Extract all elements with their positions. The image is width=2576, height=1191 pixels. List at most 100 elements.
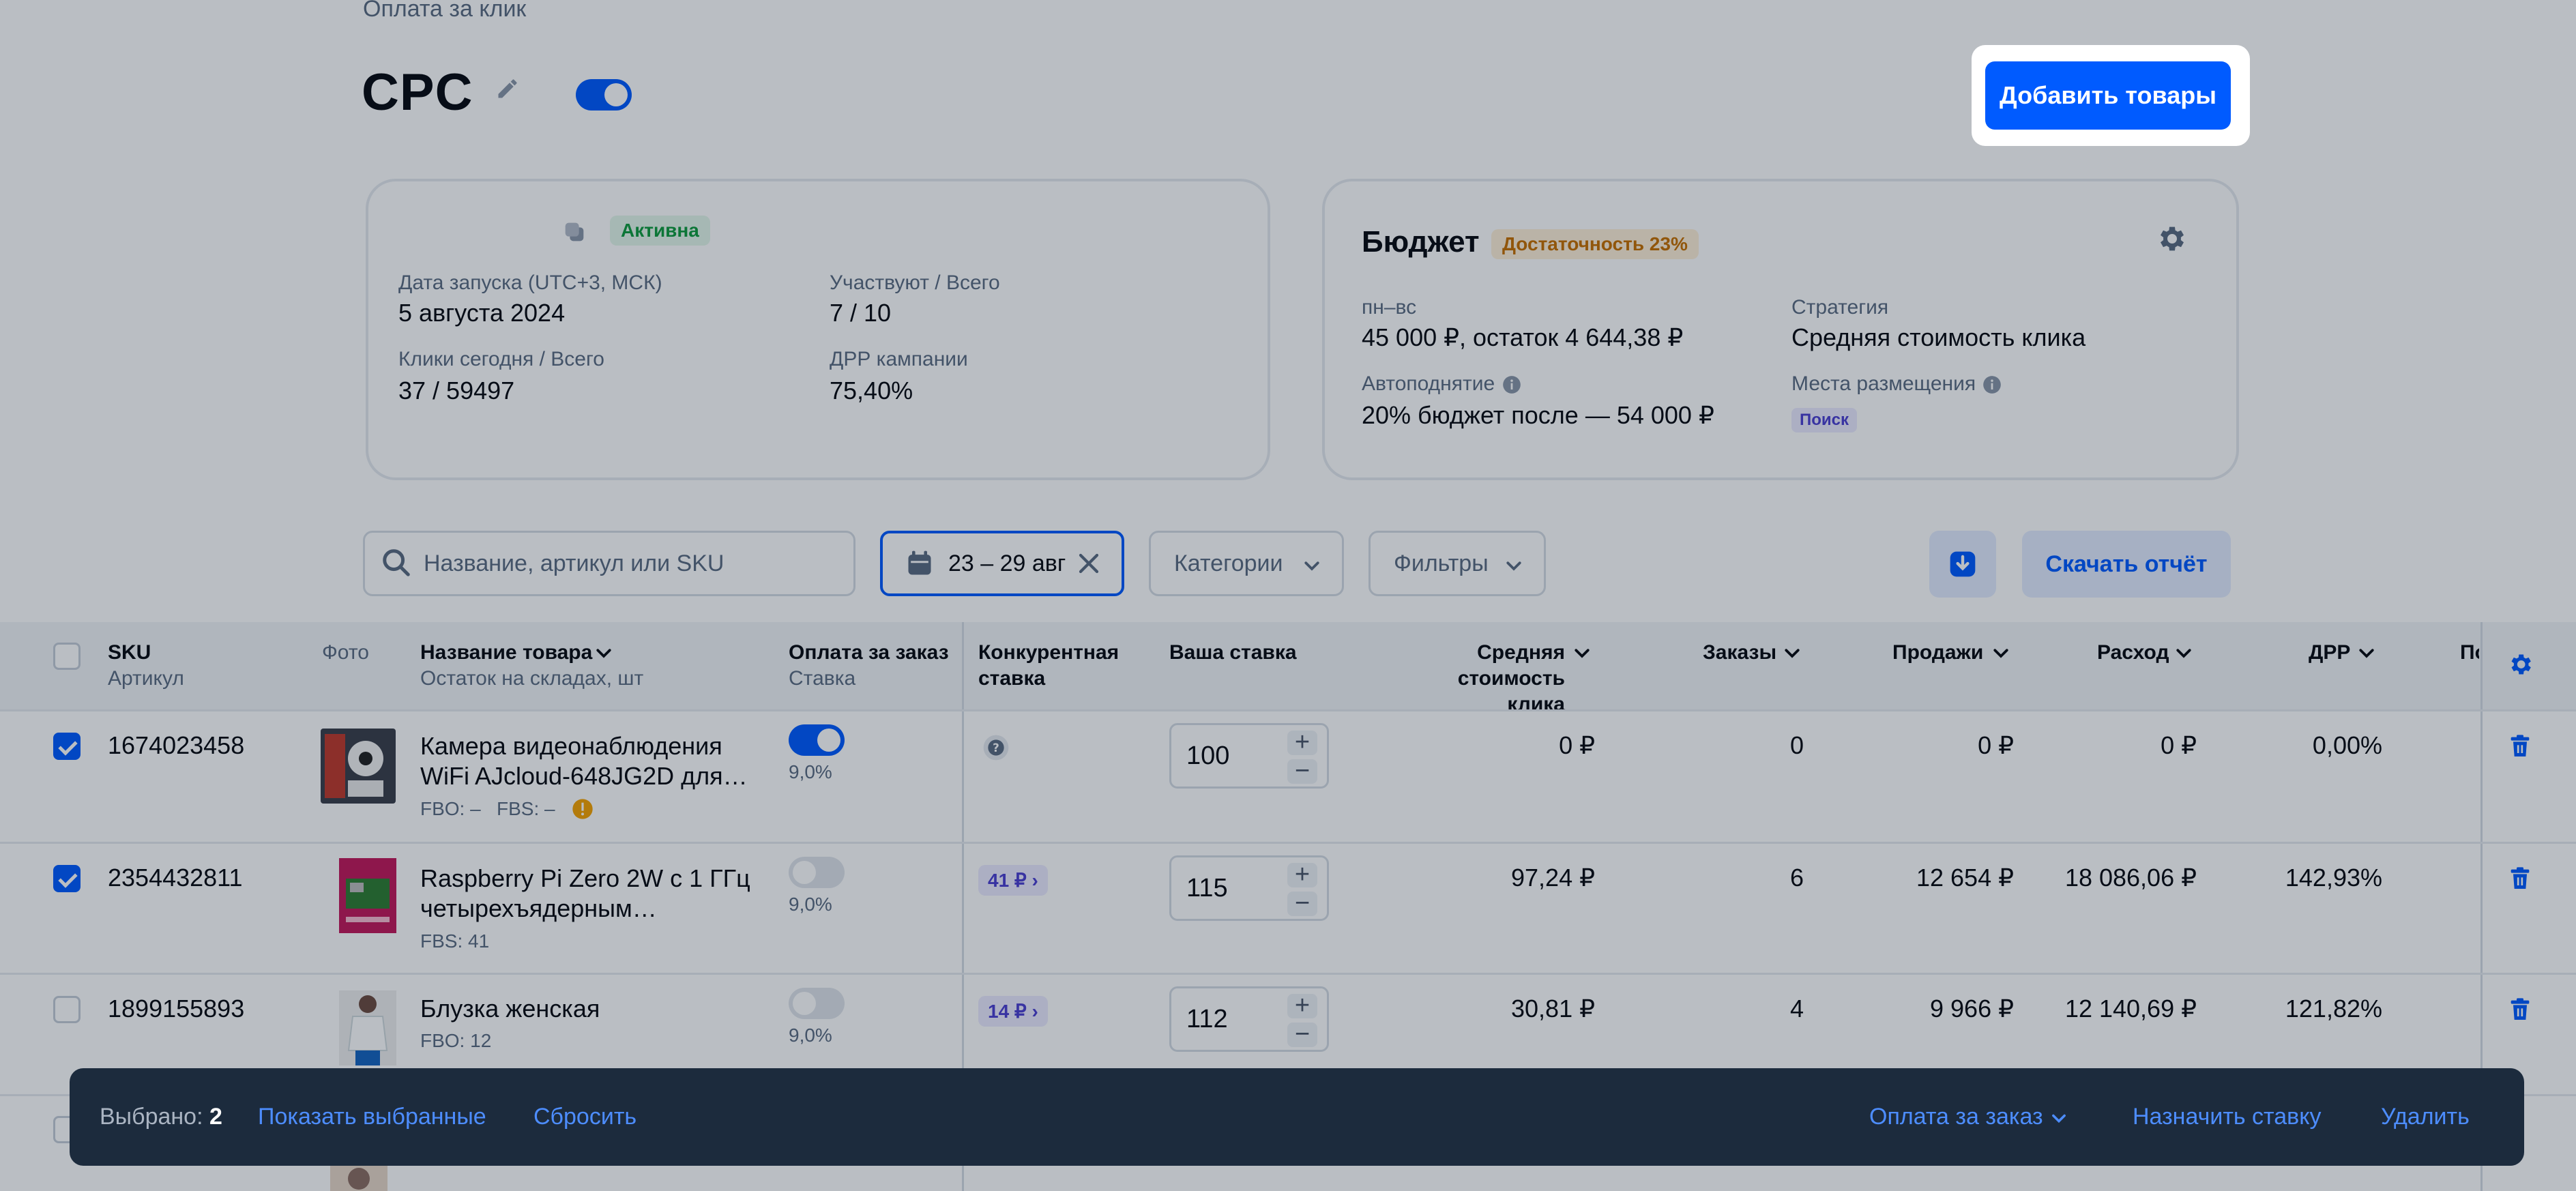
bid-stepper[interactable]: 100 + − xyxy=(1169,723,1329,789)
header-name[interactable]: Название товара xyxy=(420,641,593,664)
product-photo[interactable] xyxy=(330,858,405,933)
product-photo[interactable] xyxy=(330,990,405,1065)
header-your-bid: Ваша ставка xyxy=(1169,641,1297,664)
select-all-checkbox[interactable] xyxy=(53,643,80,670)
gear-icon[interactable] xyxy=(2154,222,2187,255)
header-orders[interactable]: Заказы xyxy=(1703,641,1777,664)
bid-plus-button[interactable]: + xyxy=(1287,992,1317,1018)
budget-card xyxy=(1322,179,2239,480)
row-rate: 9,0% xyxy=(789,1025,832,1046)
close-icon[interactable] xyxy=(1077,551,1101,576)
row-checkbox[interactable] xyxy=(53,733,80,760)
bid-minus-button[interactable]: − xyxy=(1287,890,1317,916)
header-sales[interactable]: Продажи xyxy=(1892,641,1984,664)
edit-pencil-icon[interactable] xyxy=(495,76,520,101)
download-report-button[interactable]: Скачать отчёт xyxy=(2022,531,2231,598)
table-settings-gear-icon[interactable] xyxy=(2506,651,2534,678)
status-badge: Активна xyxy=(610,216,710,246)
header-competitive-bid: Конкурентная xyxy=(978,641,1119,664)
header-sku[interactable]: SKU xyxy=(108,641,151,664)
row-sku[interactable]: 1674023458 xyxy=(108,731,245,759)
bid-stepper[interactable]: 112 + − xyxy=(1169,986,1329,1052)
pay-per-order-menu-label[interactable]: Оплата за заказ xyxy=(1869,1104,2043,1130)
competitive-bid-chip[interactable]: 14 ₽ › xyxy=(978,996,1048,1027)
product-photo[interactable] xyxy=(321,729,396,804)
bid-plus-button[interactable]: + xyxy=(1287,729,1317,755)
header-expense[interactable]: Расход xyxy=(2097,641,2169,664)
warning-icon[interactable] xyxy=(572,798,594,820)
bulk-actions-bar xyxy=(70,1068,2524,1166)
campaign-toggle[interactable] xyxy=(576,79,632,111)
header-avg-cpc[interactable]: Средняя стоимость xyxy=(1457,641,1565,690)
svg-text:?: ? xyxy=(993,741,999,754)
bid-minus-button[interactable]: − xyxy=(1287,1021,1317,1047)
trash-icon[interactable] xyxy=(2506,865,2534,892)
bid-minus-button[interactable]: − xyxy=(1287,758,1317,784)
categories-dropdown[interactable]: Категории xyxy=(1149,531,1344,596)
chevron-down-icon xyxy=(2052,1114,2066,1123)
row-drr: 0,00% xyxy=(2312,731,2382,759)
product-name-line1[interactable]: Камера видеонаблюдения xyxy=(420,732,722,760)
product-stock: FBO: 12 xyxy=(420,1030,492,1051)
info-icon[interactable] xyxy=(1982,375,2002,394)
chevron-down-icon[interactable] xyxy=(1991,643,2011,663)
info-icon[interactable] xyxy=(1502,375,1521,394)
help-icon[interactable]: ? xyxy=(982,734,1010,761)
copy-icon[interactable] xyxy=(561,218,588,246)
product-stock: FBO: – FBS: – xyxy=(420,798,555,819)
chevron-down-icon[interactable] xyxy=(1572,643,1592,663)
row-rate: 9,0% xyxy=(789,761,832,782)
pay-per-order-toggle[interactable] xyxy=(789,988,845,1019)
competitive-bid-value[interactable]: 41 ₽ xyxy=(988,870,1027,891)
add-products-button-highlighted[interactable]: Добавить товары xyxy=(1985,61,2231,130)
search-input[interactable]: Название, артикул или SKU xyxy=(363,531,855,596)
assign-bid-link[interactable]: Назначить ставку xyxy=(2133,1104,2322,1130)
row-sku[interactable]: 1899155893 xyxy=(108,995,245,1023)
product-name[interactable]: Raspberry Pi Zero 2W с 1 ГГц четырехъяде… xyxy=(420,864,750,924)
breadcrumb[interactable]: Оплата за клик xyxy=(363,0,527,22)
show-selected-link[interactable]: Показать выбранные xyxy=(258,1104,486,1130)
chevron-down-icon[interactable] xyxy=(594,643,614,663)
product-name[interactable]: Блузка женская xyxy=(420,995,600,1023)
row-avg-cpc: 97,24 ₽ xyxy=(1511,864,1595,892)
header-drr[interactable]: ДРР xyxy=(2309,641,2351,664)
launch-date-value[interactable]: 5 августа 2024 xyxy=(398,299,566,327)
campaign-drr-value: 75,40% xyxy=(830,377,913,405)
chevron-down-icon[interactable] xyxy=(1782,643,1802,663)
trash-icon[interactable] xyxy=(2506,996,2534,1023)
bid-value[interactable]: 115 xyxy=(1186,874,1228,902)
bid-value[interactable]: 112 xyxy=(1186,1005,1228,1033)
bid-value[interactable]: 100 xyxy=(1186,741,1230,770)
header-truncated: По xyxy=(2460,641,2479,664)
competitive-bid-chip[interactable]: 41 ₽ › xyxy=(978,865,1048,896)
product-name[interactable]: Камера видеонаблюдения WiFi AJcloud-648J… xyxy=(420,731,748,791)
header-rate: Ставка xyxy=(789,667,856,690)
bid-stepper[interactable]: 115 + − xyxy=(1169,855,1329,921)
row-sku[interactable]: 2354432811 xyxy=(108,864,243,892)
launch-date-label: Дата запуска (UTC+3, МСК) xyxy=(398,271,662,294)
row-divider xyxy=(0,973,2576,975)
date-range-picker[interactable]: 23 – 29 авг xyxy=(880,531,1124,596)
pay-per-order-menu[interactable]: Оплата за заказ xyxy=(1869,1104,2068,1130)
pay-per-order-toggle[interactable] xyxy=(789,857,845,888)
download-icon-button[interactable] xyxy=(1929,531,1996,598)
product-name-line2[interactable]: четырехъядерным… xyxy=(420,894,657,922)
participants-value: 7 / 10 xyxy=(830,299,892,327)
row-checkbox[interactable] xyxy=(53,865,80,892)
reset-link[interactable]: Сбросить xyxy=(533,1104,637,1130)
bid-plus-button[interactable]: + xyxy=(1287,862,1317,887)
chevron-down-icon[interactable] xyxy=(2356,643,2377,663)
row-sales: 9 966 ₽ xyxy=(1930,995,2014,1023)
product-name-line1[interactable]: Raspberry Pi Zero 2W с 1 ГГц xyxy=(420,864,750,892)
pay-per-order-toggle[interactable] xyxy=(789,724,845,756)
filters-dropdown[interactable]: Фильтры xyxy=(1368,531,1546,596)
competitive-bid-value[interactable]: 14 ₽ xyxy=(988,1001,1027,1022)
table-header xyxy=(0,622,2576,711)
row-checkbox[interactable] xyxy=(53,996,80,1023)
delete-link[interactable]: Удалить xyxy=(2381,1104,2470,1130)
chevron-down-icon[interactable] xyxy=(2174,643,2194,663)
product-name-line2[interactable]: WiFi AJcloud-648JG2D для… xyxy=(420,762,748,790)
chevron-down-icon xyxy=(1304,561,1319,571)
chevron-down-icon xyxy=(1506,561,1521,571)
trash-icon[interactable] xyxy=(2506,733,2534,760)
